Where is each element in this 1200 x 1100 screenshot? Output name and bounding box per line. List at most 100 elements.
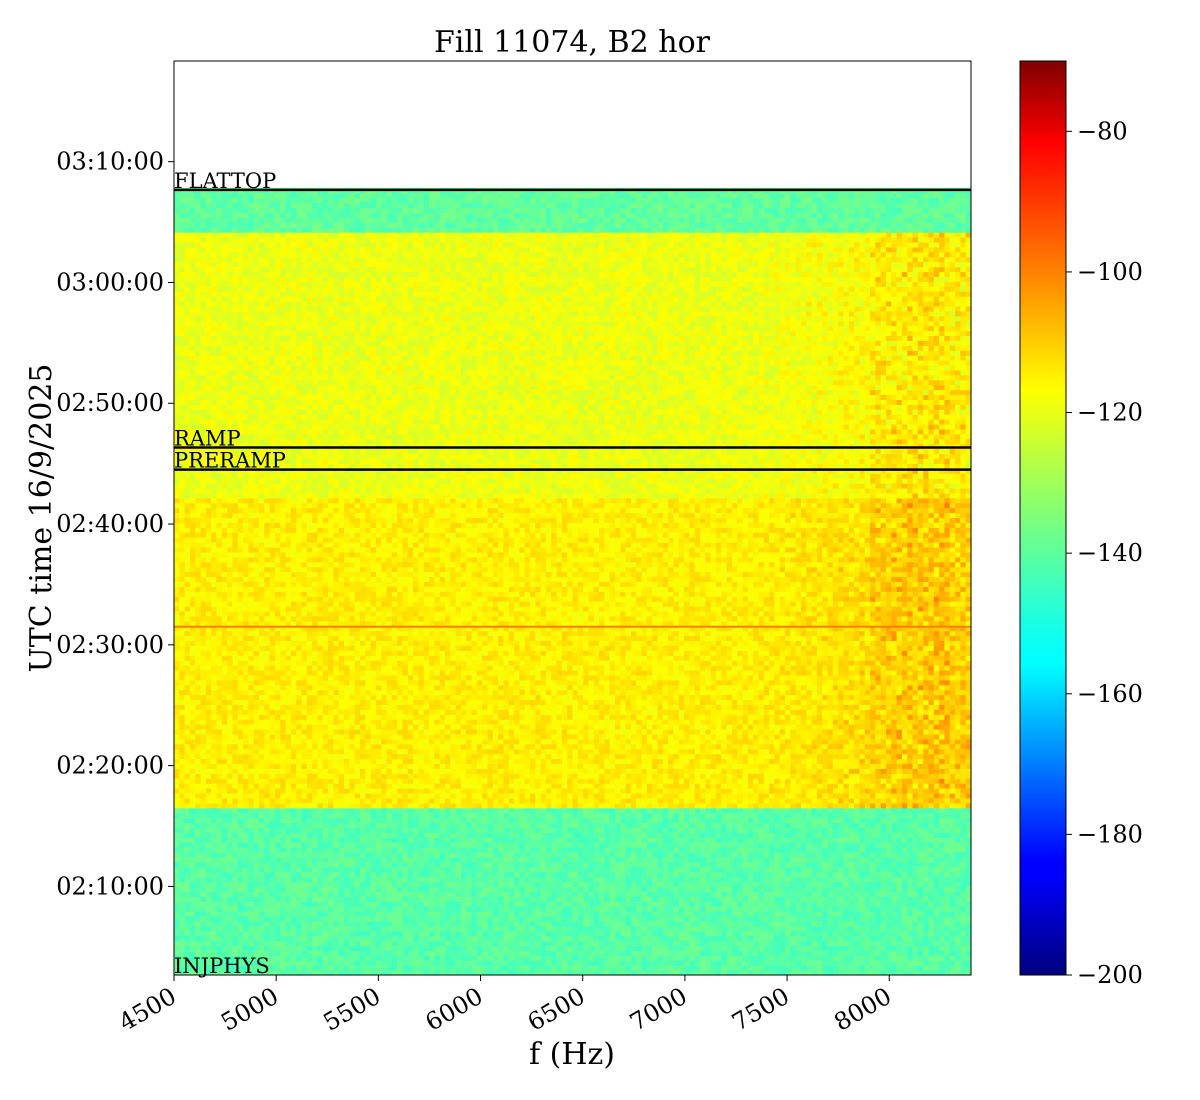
heatmap-cell	[679, 827, 685, 833]
heatmap-cell	[190, 847, 196, 853]
heatmap-cell	[328, 837, 334, 843]
heatmap-cell	[748, 813, 754, 819]
heatmap-cell	[243, 911, 249, 917]
heatmap-cell	[849, 931, 855, 937]
heatmap-cell	[333, 886, 339, 892]
heatmap-cell	[546, 862, 552, 868]
heatmap-cell	[381, 901, 387, 907]
heatmap-cell	[737, 872, 743, 878]
heatmap-cell	[493, 921, 499, 927]
heatmap-cell	[833, 886, 839, 892]
heatmap-cell	[562, 950, 568, 956]
heatmap-cell	[201, 827, 207, 833]
heatmap-cell	[413, 936, 419, 942]
heatmap-cell	[828, 891, 834, 897]
heatmap-cell	[530, 965, 536, 971]
heatmap-cell	[482, 950, 488, 956]
heatmap-cell	[928, 877, 934, 883]
heatmap-cell	[344, 945, 350, 951]
heatmap-cell	[567, 950, 573, 956]
heatmap-cell	[429, 931, 435, 937]
heatmap-cell	[790, 867, 796, 873]
heatmap-cell	[928, 960, 934, 966]
heatmap-cell	[583, 911, 589, 917]
heatmap-cell	[774, 926, 780, 932]
heatmap-cell	[530, 960, 536, 966]
heatmap-cell	[599, 872, 605, 878]
heatmap-cell	[647, 867, 653, 873]
heatmap-cell	[333, 857, 339, 863]
heatmap-cell	[487, 862, 493, 868]
heatmap-cell	[243, 862, 249, 868]
heatmap-cell	[413, 965, 419, 971]
heatmap-cell	[732, 837, 738, 843]
heatmap-cell	[461, 955, 467, 961]
heatmap-cell	[642, 911, 648, 917]
heatmap-cell	[573, 955, 579, 961]
heatmap-cell	[828, 857, 834, 863]
heatmap-cell	[493, 813, 499, 819]
heatmap-cell	[477, 950, 483, 956]
heatmap-cell	[939, 921, 945, 927]
heatmap-cell	[758, 862, 764, 868]
heatmap-cell	[610, 832, 616, 838]
heatmap-cell	[503, 965, 509, 971]
heatmap-cell	[227, 882, 233, 888]
heatmap-cell	[812, 896, 818, 902]
heatmap-cell	[711, 822, 717, 828]
heatmap-cell	[503, 827, 509, 833]
heatmap-cell	[562, 882, 568, 888]
heatmap-cell	[737, 896, 743, 902]
heatmap-cell	[796, 813, 802, 819]
heatmap-cell	[402, 877, 408, 883]
heatmap-cell	[897, 945, 903, 951]
heatmap-cell	[519, 960, 525, 966]
heatmap-cell	[695, 936, 701, 942]
heatmap-cell	[944, 886, 950, 892]
heatmap-cell	[663, 837, 669, 843]
heatmap-cell	[355, 936, 361, 942]
heatmap-cell	[689, 965, 695, 971]
heatmap-cell	[259, 945, 265, 951]
heatmap-cell	[291, 896, 297, 902]
heatmap-cell	[546, 852, 552, 858]
heatmap-cell	[291, 847, 297, 853]
heatmap-cell	[344, 877, 350, 883]
heatmap-cell	[557, 886, 563, 892]
heatmap-cell	[578, 832, 584, 838]
heatmap-cell	[333, 882, 339, 888]
heatmap-cell	[333, 872, 339, 878]
heatmap-cell	[514, 891, 520, 897]
heatmap-cell	[514, 822, 520, 828]
heatmap-cell	[748, 818, 754, 824]
heatmap-cell	[487, 906, 493, 912]
heatmap-cell	[360, 857, 366, 863]
heatmap-cell	[859, 818, 865, 824]
heatmap-cell	[881, 955, 887, 961]
heatmap-cell	[323, 827, 329, 833]
heatmap-cell	[684, 886, 690, 892]
heatmap-cell	[355, 877, 361, 883]
heatmap-cell	[408, 931, 414, 937]
heatmap-cell	[934, 945, 940, 951]
heatmap-cell	[838, 877, 844, 883]
heatmap-cell	[865, 955, 871, 961]
heatmap-cell	[642, 950, 648, 956]
heatmap-cell	[365, 852, 371, 858]
heatmap-cell	[418, 896, 424, 902]
heatmap-cell	[328, 877, 334, 883]
heatmap-cell	[727, 960, 733, 966]
heatmap-cell	[944, 931, 950, 937]
heatmap-cell	[238, 891, 244, 897]
heatmap-cell	[333, 837, 339, 843]
heatmap-cell	[466, 960, 472, 966]
heatmap-cell	[525, 931, 531, 937]
heatmap-cell	[355, 960, 361, 966]
heatmap-cell	[217, 832, 223, 838]
heatmap-cell	[854, 867, 860, 873]
heatmap-cell	[535, 941, 541, 947]
heatmap-cell	[822, 901, 828, 907]
heatmap-cell	[365, 901, 371, 907]
heatmap-cell	[790, 936, 796, 942]
heatmap-cell	[769, 965, 775, 971]
